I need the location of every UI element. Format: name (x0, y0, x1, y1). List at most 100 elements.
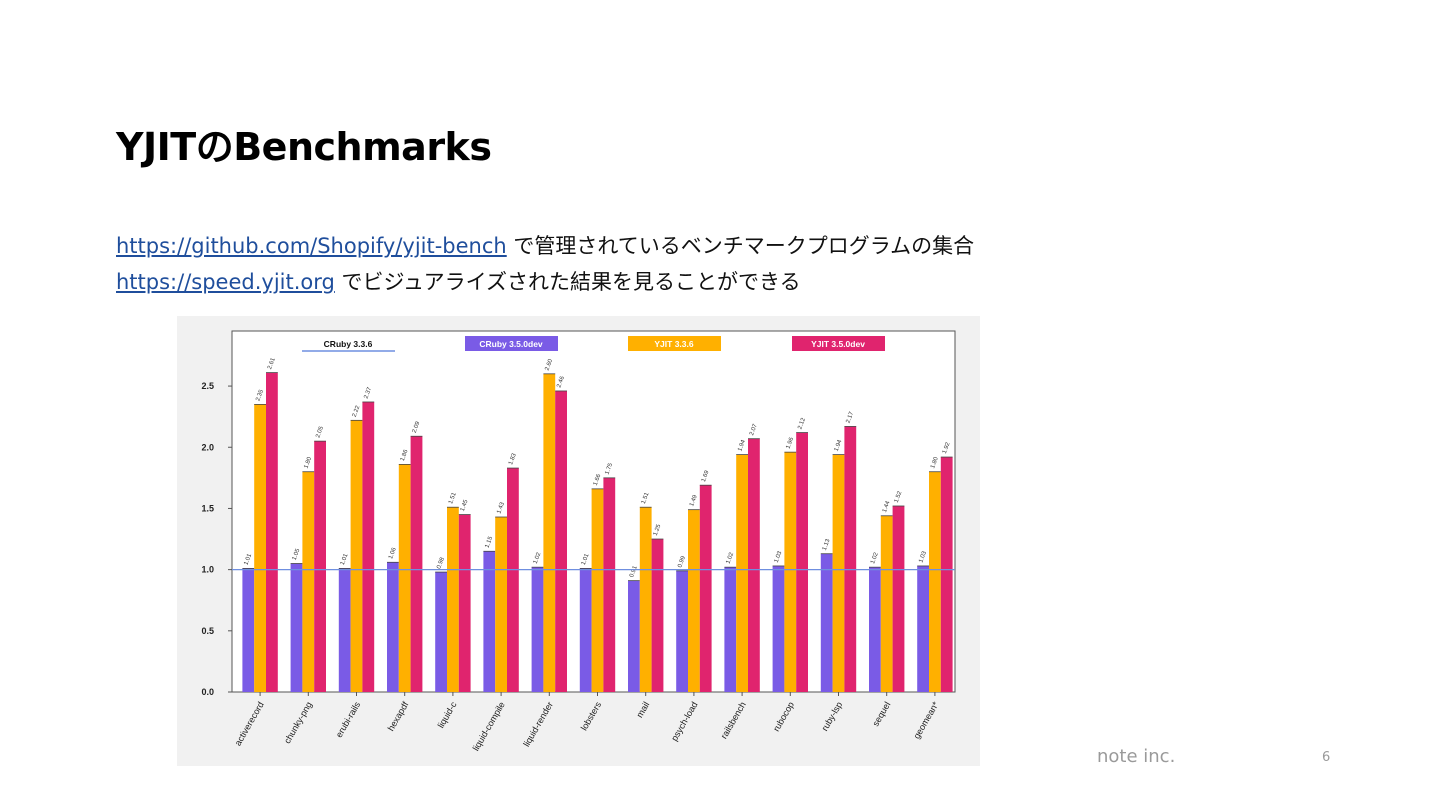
bar-value-label: 1.01 (340, 552, 350, 566)
bar (266, 372, 278, 692)
y-tick-label: 2.5 (201, 381, 214, 391)
bar-value-label: 0.98 (436, 556, 446, 570)
bar-value-label: 2.61 (267, 357, 277, 371)
bar (458, 514, 471, 692)
bar-value-label: 2.22 (352, 404, 362, 418)
bar (495, 517, 507, 692)
bar (929, 471, 941, 692)
bar-value-label: 1.51 (448, 491, 458, 505)
bar (543, 373, 556, 692)
description-text-1: で管理されているベンチマークプログラムの集合 (506, 234, 975, 258)
bar (290, 563, 303, 692)
bar-value-label: 1.45 (460, 499, 470, 513)
bar-value-label: 1.05 (292, 548, 302, 562)
bar-value-label: 2.09 (412, 420, 422, 434)
bar (350, 420, 363, 692)
x-tick-label: rubocop (771, 700, 796, 733)
bar (699, 485, 712, 692)
bar-value-label: 1.13 (822, 538, 832, 552)
bar-value-label: 1.02 (870, 551, 880, 565)
bar (880, 515, 893, 692)
bar-value-label: 1.01 (244, 552, 254, 566)
bar (302, 471, 315, 692)
y-tick-label: 0.0 (201, 687, 214, 697)
speed-yjit-link[interactable]: https://speed.yjit.org (116, 270, 335, 294)
bar-value-label: 1.94 (834, 439, 844, 453)
yjit-bench-link[interactable]: https://github.com/Shopify/yjit-bench (116, 234, 507, 258)
bar-value-label: 2.17 (846, 410, 856, 424)
bar (820, 553, 833, 692)
y-tick-label: 1.0 (201, 565, 214, 575)
page-number: 6 (1322, 750, 1331, 765)
bar-value-label: 2.35 (255, 388, 265, 402)
bar (940, 457, 953, 692)
bar (869, 567, 881, 692)
bar-value-label: 2.60 (545, 358, 555, 372)
bar (591, 488, 604, 692)
bar-value-label: 1.02 (533, 551, 543, 565)
benchmark-chart-panel: 0.0 0.5 1.0 1.5 2.0 2.5 1.01 2.35 2.61 activereco… (177, 316, 980, 766)
legend-swatch (792, 336, 885, 351)
bar-value-label: 1.49 (689, 494, 699, 508)
bar-value-label: 1.15 (485, 535, 495, 549)
x-tick-label: hexapdf (386, 700, 411, 733)
x-tick-label: erubi-rails (334, 700, 363, 740)
slide-title: YJITのBenchmarks (116, 125, 492, 169)
company-name: note inc. (1097, 746, 1176, 767)
bar-value-label: 1.80 (304, 456, 314, 470)
bar (796, 432, 808, 692)
bar (398, 464, 411, 692)
x-tick-label: geomean* (911, 700, 940, 741)
bar (651, 539, 664, 692)
bar-value-label: 1.01 (581, 552, 591, 566)
y-tick-label: 2.0 (201, 442, 214, 452)
bar (772, 565, 785, 692)
bar (435, 572, 447, 692)
bar-value-label: 1.75 (605, 462, 615, 476)
bar (688, 509, 700, 692)
bar (242, 568, 255, 692)
legend-label: CRuby 3.3.6 (324, 339, 373, 349)
bar-value-label: 1.83 (508, 452, 518, 466)
description-line-1: https://github.com/Shopify/yjit-bench で管… (116, 230, 974, 260)
bar-value-label: 1.92 (942, 441, 952, 455)
x-tick-label: lobsters (579, 700, 604, 733)
bar-value-label: 1.43 (496, 501, 506, 515)
bar-value-label: 1.80 (930, 456, 940, 470)
bar-value-label: 2.07 (749, 423, 759, 437)
bar-value-label: 1.44 (882, 500, 892, 514)
x-tick-label: activerecord (233, 700, 266, 747)
bar-value-label: 1.96 (786, 436, 796, 450)
bar (639, 507, 652, 692)
bar (784, 452, 797, 692)
x-tick-label: railsbench (719, 700, 748, 741)
legend-swatch (628, 336, 721, 351)
bar-value-label: 1.03 (774, 550, 784, 564)
benchmark-chart: 0.0 0.5 1.0 1.5 2.0 2.5 1.01 2.35 2.61 activereco… (201, 330, 956, 753)
bar-value-label: 2.37 (364, 386, 374, 400)
bar (410, 436, 423, 692)
bar (832, 454, 845, 692)
legend-label: CRuby 3.5.0dev (479, 339, 543, 349)
bar-value-label: 1.69 (701, 469, 711, 483)
bar (603, 477, 616, 692)
x-tick-label: liquid-render (521, 700, 555, 748)
bar (724, 567, 737, 692)
bar (844, 426, 857, 692)
bar-value-label: 1.51 (641, 491, 651, 505)
bar (676, 570, 688, 692)
bar (387, 562, 399, 692)
bar-value-label: 1.06 (388, 546, 398, 560)
y-tick-label: 1.5 (201, 503, 214, 513)
bar (892, 505, 905, 692)
x-tick-label: ruby-lsp (820, 700, 845, 733)
bar (628, 580, 640, 692)
legend-label: YJIT 3.5.0dev (811, 339, 865, 349)
legend-label: YJIT 3.3.6 (654, 339, 693, 349)
x-tick-label: chunky-png (282, 700, 314, 745)
bar-value-label: 1.25 (653, 523, 663, 537)
bar (748, 438, 760, 692)
bar (917, 565, 929, 692)
bar-value-label: 0.91 (629, 565, 639, 579)
bar-value-label: 1.66 (593, 473, 603, 487)
